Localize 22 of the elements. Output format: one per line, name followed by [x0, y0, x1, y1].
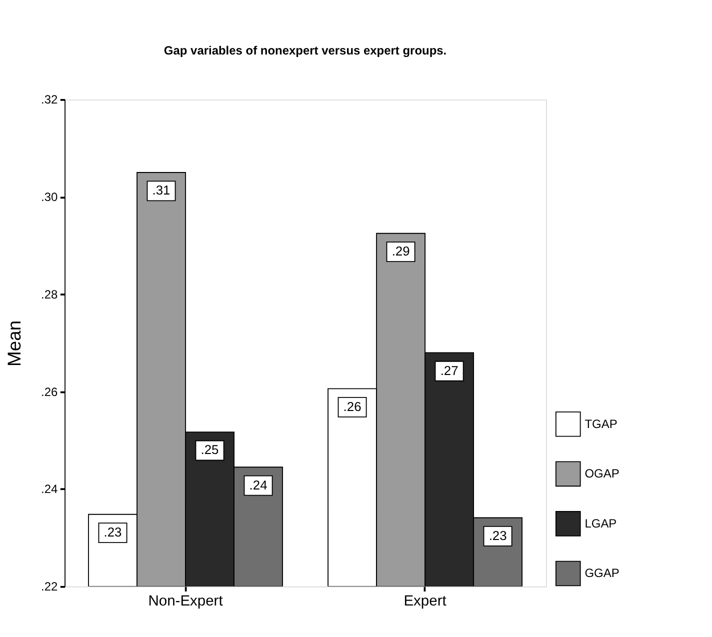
data-label: .25: [200, 442, 219, 458]
y-tick-label: .26: [41, 384, 58, 399]
y-tick-label: .32: [41, 92, 58, 107]
legend-label: OGAP: [584, 466, 620, 481]
y-tick-label: .22: [41, 580, 58, 594]
legend-label: LGAP: [584, 516, 617, 530]
y-axis-title: Mean: [4, 320, 25, 366]
data-label: .27: [440, 362, 458, 378]
legend-label: TGAP: [584, 416, 618, 431]
y-tick-label: .28: [41, 287, 58, 302]
data-label: .23: [488, 528, 507, 543]
x-tick-label: Non-Expert: [148, 593, 223, 610]
chart-title: Gap variables of nonexpert versus expert groups.: [164, 43, 447, 58]
x-tick-label: Expert: [404, 593, 446, 610]
y-tick-label: .30: [41, 190, 58, 204]
legend-label: GGAP: [584, 566, 620, 580]
data-label: .26: [343, 398, 362, 414]
y-tick-label: .24: [41, 482, 58, 496]
data-label: .31: [152, 182, 170, 198]
data-label: .29: [392, 244, 410, 259]
data-label: .23: [104, 524, 122, 540]
data-label: .24: [249, 477, 268, 492]
